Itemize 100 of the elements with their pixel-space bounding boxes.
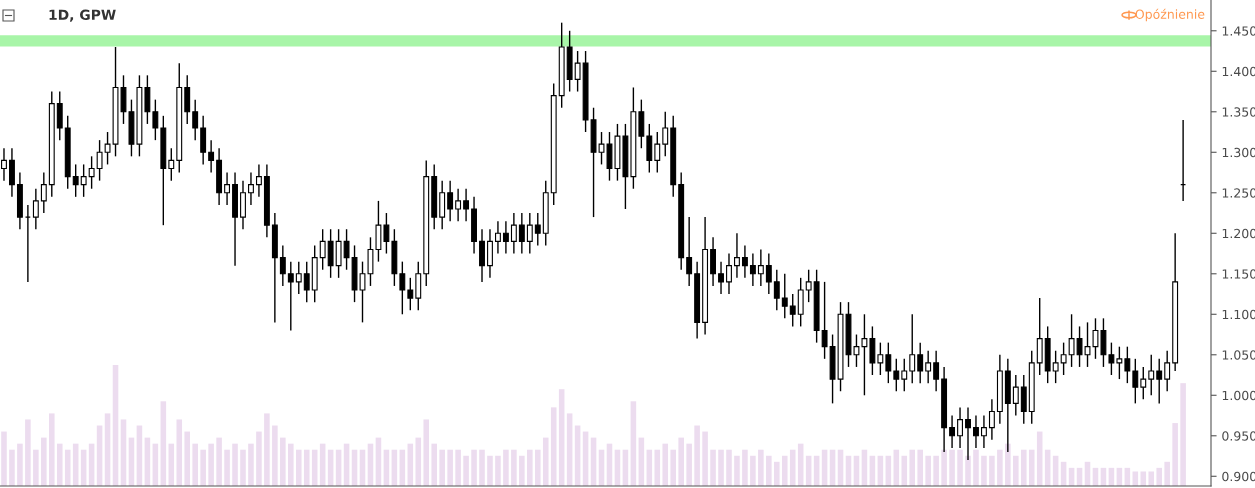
candlestick xyxy=(1148,354,1155,396)
bar xyxy=(272,425,278,486)
bar xyxy=(216,437,222,486)
candlestick xyxy=(1164,350,1171,392)
candlestick xyxy=(319,228,326,271)
bar xyxy=(192,443,198,486)
bar xyxy=(224,449,230,486)
bar xyxy=(25,419,31,486)
candlestick xyxy=(399,260,406,315)
bar xyxy=(439,449,445,486)
bar xyxy=(909,449,916,486)
bar xyxy=(726,449,732,486)
bar xyxy=(686,443,692,486)
bar xyxy=(710,449,716,486)
bar xyxy=(758,449,764,486)
candlestick xyxy=(526,212,533,255)
bar xyxy=(519,455,525,486)
candlestick xyxy=(757,248,764,287)
candlestick xyxy=(1156,358,1163,405)
bar xyxy=(479,449,485,486)
bar xyxy=(511,449,517,486)
candlestick xyxy=(726,252,732,295)
candlestick xyxy=(877,341,884,376)
bar xyxy=(1,431,7,486)
candlestick xyxy=(718,260,724,295)
bar xyxy=(989,455,995,486)
candlestick xyxy=(279,244,286,287)
candlestick xyxy=(96,139,103,182)
bar xyxy=(957,449,963,486)
candlestick xyxy=(980,414,987,449)
candlestick xyxy=(1,147,7,182)
bar xyxy=(49,413,55,486)
candlestick xyxy=(1052,350,1059,384)
bar xyxy=(455,449,461,486)
bar xyxy=(949,449,955,486)
candlestick xyxy=(574,50,581,93)
bar xyxy=(463,455,469,486)
bar xyxy=(933,455,939,486)
candlestick xyxy=(192,98,199,141)
candlestick xyxy=(893,358,900,392)
bar xyxy=(248,443,254,486)
candlestick xyxy=(917,341,924,384)
bar xyxy=(9,449,15,486)
bar xyxy=(1020,449,1027,486)
bar xyxy=(941,449,947,486)
candlestick xyxy=(518,212,525,255)
bar xyxy=(1140,471,1147,486)
bar xyxy=(288,443,294,486)
bar xyxy=(925,455,931,486)
candlestick xyxy=(662,111,669,158)
bar xyxy=(781,455,788,486)
candlestick xyxy=(933,350,940,392)
bar xyxy=(1013,455,1019,486)
candlestick xyxy=(1068,313,1075,368)
bar xyxy=(41,437,47,486)
bar xyxy=(431,443,437,486)
bar xyxy=(742,449,748,486)
candlestick xyxy=(805,269,812,303)
candlestick xyxy=(168,147,175,182)
bar xyxy=(973,449,979,486)
candlestick xyxy=(455,188,462,222)
bar xyxy=(901,455,908,486)
bar xyxy=(550,407,557,486)
candlestick xyxy=(287,260,294,332)
bar xyxy=(997,449,1003,486)
bar xyxy=(240,449,246,486)
candlestick xyxy=(1140,366,1147,401)
candlestick xyxy=(741,244,748,279)
candlestick xyxy=(749,252,756,287)
candlestick xyxy=(734,232,740,279)
candlestick xyxy=(303,260,310,303)
candlestick xyxy=(765,252,772,295)
candlestick xyxy=(72,163,79,198)
candlestick xyxy=(781,273,788,320)
candlestick xyxy=(1116,345,1123,380)
bar xyxy=(789,449,796,486)
bar xyxy=(295,449,302,486)
bar xyxy=(981,455,987,486)
bar xyxy=(527,449,533,486)
candlestick xyxy=(447,179,454,222)
annotation: Opóźnienie xyxy=(1135,8,1205,22)
candlestick xyxy=(152,98,159,141)
candlestick xyxy=(949,414,956,449)
bar xyxy=(208,443,214,486)
candlestick xyxy=(24,204,31,283)
candlestick xyxy=(686,216,693,287)
bar xyxy=(64,449,71,486)
candlestick xyxy=(773,269,780,311)
text: 1D, GPW xyxy=(49,9,116,22)
bar xyxy=(774,461,780,486)
bar xyxy=(503,449,509,486)
bar xyxy=(256,431,262,486)
bar xyxy=(766,455,772,486)
candlestick xyxy=(1132,358,1139,405)
candlestick xyxy=(909,313,916,384)
candlestick xyxy=(502,220,509,255)
candlestick xyxy=(1060,341,1067,376)
bar xyxy=(1156,467,1162,486)
bar xyxy=(264,413,270,486)
bar xyxy=(750,455,756,486)
